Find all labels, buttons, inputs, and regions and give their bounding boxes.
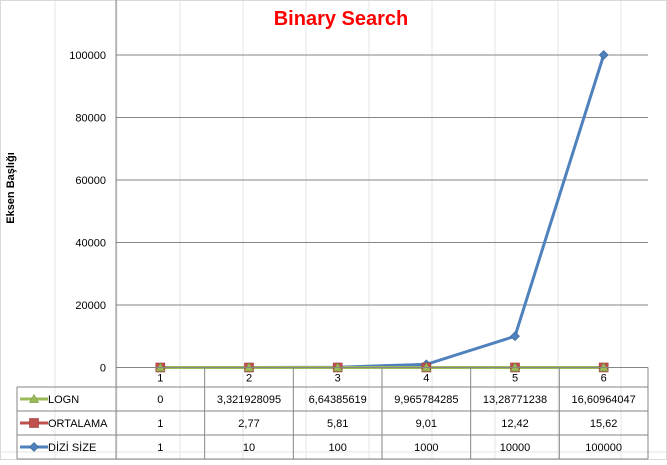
y-tick-label: 80000	[75, 113, 106, 125]
x-category-label: 1	[157, 373, 163, 385]
legend-series-name: ORTALAMA	[48, 418, 108, 430]
data-table-cell: 12,42	[501, 418, 529, 430]
chart-title: Binary Search	[274, 8, 409, 30]
data-table-cell: 5,81	[327, 418, 348, 430]
data-point	[599, 51, 608, 60]
y-tick-label: 20000	[75, 300, 106, 312]
legend-key-marker	[30, 443, 39, 452]
data-table-cell: 1000	[414, 442, 438, 454]
data-table-cell: 0	[157, 394, 163, 406]
data-table-cell: 100	[328, 442, 346, 454]
x-category-label: 6	[601, 373, 607, 385]
x-category-label: 5	[512, 373, 518, 385]
x-category-label: 4	[423, 373, 429, 385]
plot-lines	[160, 55, 603, 368]
data-table-cell: 2,77	[238, 418, 259, 430]
legend-series-name: DİZİ SİZE	[48, 441, 96, 454]
data-table: 1 2 3 4 5 6 LOGN 0 3,321928095 6,64385619 9,965784…	[17, 0, 648, 459]
data-table-cell: 10	[243, 442, 255, 454]
data-table-cell: 6,64385619	[309, 394, 367, 406]
data-table-cell: 3,321928095	[217, 394, 281, 406]
y-tick-label: 60000	[75, 175, 106, 187]
legend-key-marker	[30, 419, 39, 428]
data-table-cell: 10000	[500, 442, 531, 454]
y-axis-title: Eksen Başlığı	[5, 152, 17, 224]
data-table-cell: 1	[157, 418, 163, 430]
y-tick-label: 40000	[75, 238, 106, 250]
data-table-cell: 16,60964047	[572, 394, 636, 406]
plot-markers	[156, 51, 608, 372]
series-line	[160, 55, 603, 367]
x-category-label: 2	[246, 373, 252, 385]
data-table-cell: 13,28771238	[483, 394, 547, 406]
data-point	[511, 332, 520, 341]
data-table-cell: 9,01	[416, 418, 437, 430]
data-table-cell: 15,62	[590, 418, 618, 430]
data-table-cell: 9,965784285	[394, 394, 458, 406]
x-category-label: 3	[335, 373, 341, 385]
gridlines	[116, 55, 648, 305]
legend-series-name: LOGN	[48, 394, 79, 406]
y-tick-label: 100000	[69, 50, 106, 62]
y-axis-ticks: 0 20000 40000 60000 80000 100000	[69, 50, 106, 375]
data-table-cell: 1	[157, 442, 163, 454]
y-tick-label: 0	[100, 363, 106, 375]
data-table-cell: 100000	[585, 442, 622, 454]
